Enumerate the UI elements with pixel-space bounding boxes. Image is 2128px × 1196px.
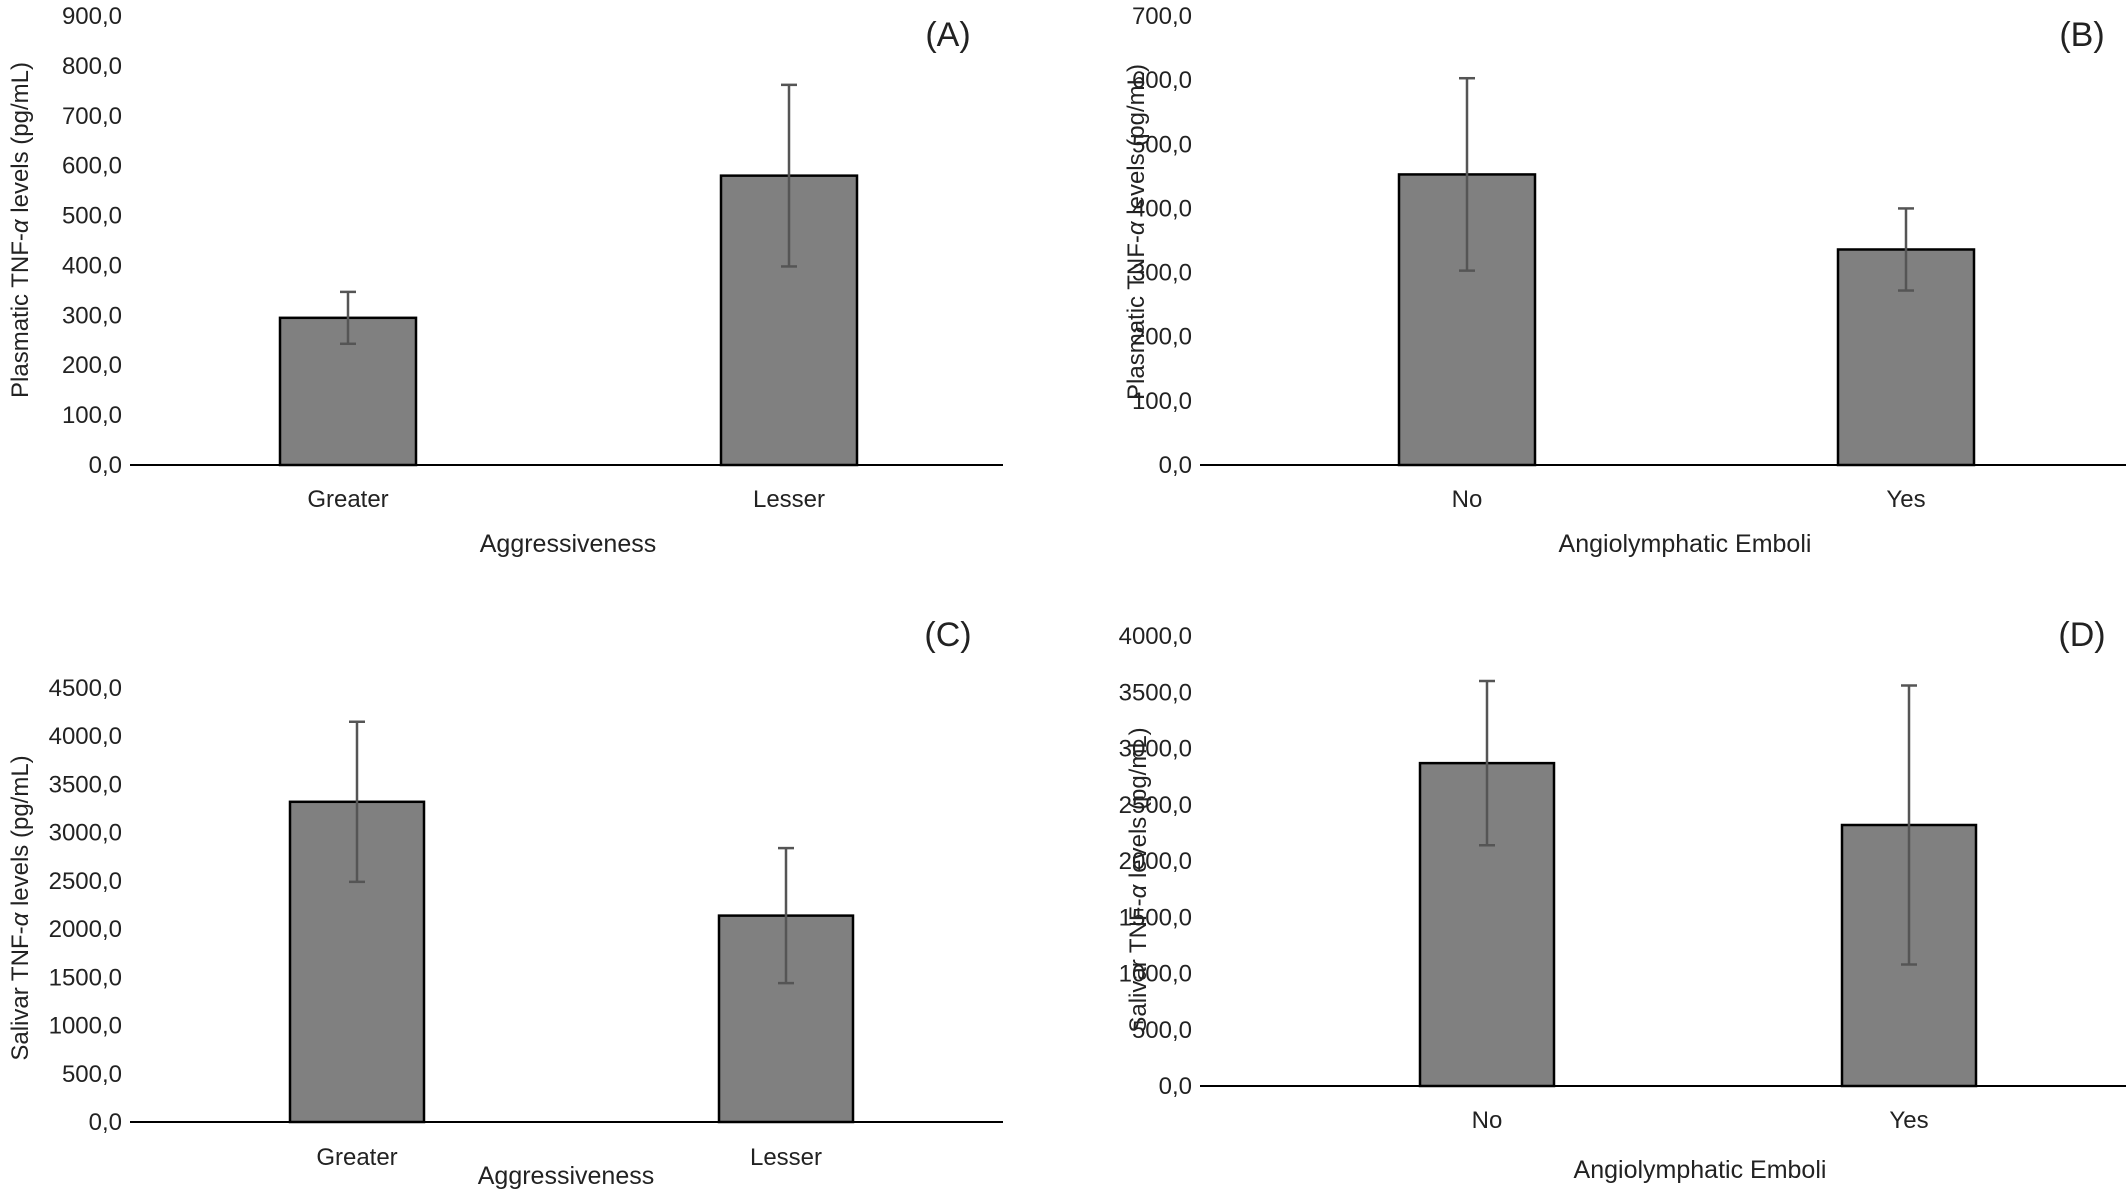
y-tick-label: 400,0 (1132, 195, 1192, 222)
x-axis-label: Angiolymphatic Emboli (1559, 530, 1812, 558)
y-tick-label: 3000,0 (49, 820, 122, 847)
y-tick-label: 2500,0 (1119, 792, 1192, 819)
y-tick-label: 800,0 (62, 53, 122, 80)
y-axis-label: Plasmatic TNF-α levels (pg/mL) (1123, 64, 1150, 400)
y-tick-label: 500,0 (1132, 131, 1192, 158)
y-tick-label: 600,0 (1132, 67, 1192, 94)
x-tick-label: Yes (1889, 1107, 1928, 1134)
y-tick-label: 3500,0 (1119, 679, 1192, 706)
x-tick-label: Greater (307, 486, 388, 513)
x-tick-label: No (1472, 1107, 1503, 1134)
y-tick-label: 100,0 (62, 402, 122, 429)
x-axis-label: Aggressiveness (478, 1162, 654, 1190)
y-tick-label: 200,0 (1132, 324, 1192, 351)
plot-area: 0,0 500,0 1000,0 1500,0 2000,0 2500,0 3000,0 35… (1119, 623, 2126, 1134)
x-axis-label: Angiolymphatic Emboli (1574, 1156, 1827, 1184)
y-tick-label: 500,0 (62, 203, 122, 230)
y-tick-label: 500,0 (1132, 1017, 1192, 1044)
y-axis-label: Salivar TNF-α levels (pg/mL) (1125, 727, 1152, 1032)
y-tick-label: 2000,0 (49, 916, 122, 943)
x-tick-label: No (1452, 486, 1483, 513)
panel-label: (C) (924, 616, 971, 654)
y-tick-label: 1500,0 (49, 964, 122, 991)
y-tick-label: 0,0 (1159, 1073, 1192, 1100)
y-tick-label: 4000,0 (1119, 623, 1192, 650)
y-tick-label: 600,0 (62, 153, 122, 180)
y-tick-label: 4500,0 (49, 675, 122, 702)
y-tick-label: 900,0 (62, 3, 122, 30)
y-tick-label: 3000,0 (1119, 736, 1192, 763)
y-tick-label: 1500,0 (1119, 904, 1192, 931)
chart-panel-b: (B) Plasmatic TNF-α levels (pg/mL) Angio… (1123, 3, 2126, 558)
y-tick-label: 700,0 (62, 103, 122, 130)
panel-label: (D) (2058, 616, 2105, 654)
panel-label: (B) (2059, 16, 2104, 54)
chart-panel-a: (A) Plasmatic TNF-α levels (pg/mL) Aggre… (7, 3, 1003, 558)
x-tick-label: Yes (1886, 486, 1925, 513)
y-tick-label: 3500,0 (49, 771, 122, 798)
x-tick-label: Greater (316, 1144, 397, 1171)
y-tick-label: 700,0 (1132, 3, 1192, 30)
x-axis-label: Aggressiveness (480, 530, 656, 558)
y-tick-label: 2500,0 (49, 868, 122, 895)
x-tick-label: Lesser (753, 486, 825, 513)
y-tick-label: 0,0 (89, 1109, 122, 1136)
plot-area: 0,0 100,0 200,0 300,0 400,0 500,0 600,0 700,0 80… (62, 3, 1003, 513)
y-tick-label: 2000,0 (1119, 848, 1192, 875)
y-tick-label: 400,0 (62, 252, 122, 279)
panel-label: (A) (925, 16, 970, 54)
chart-panel-d: (D) Salivar TNF-α levels (pg/mL) Angioly… (1119, 616, 2126, 1184)
y-tick-label: 200,0 (62, 352, 122, 379)
x-tick-label: Lesser (750, 1144, 822, 1171)
chart-panel-c: (C) Salivar TNF-α levels (pg/mL) Aggress… (7, 616, 1003, 1190)
y-tick-label: 4000,0 (49, 723, 122, 750)
y-axis-label: Plasmatic TNF-α levels (pg/mL) (7, 62, 34, 398)
y-tick-label: 500,0 (62, 1061, 122, 1088)
y-tick-label: 300,0 (62, 302, 122, 329)
y-tick-label: 100,0 (1132, 388, 1192, 415)
y-tick-label: 1000,0 (49, 1013, 122, 1040)
y-tick-label: 300,0 (1132, 260, 1192, 287)
plot-area: 0,0 100,0 200,0 300,0 400,0 500,0 600,0 700,0 No… (1132, 3, 2126, 513)
y-tick-label: 0,0 (89, 452, 122, 479)
y-axis-label: Salivar TNF-α levels (pg/mL) (7, 755, 34, 1060)
y-tick-label: 1000,0 (1119, 961, 1192, 988)
y-tick-label: 0,0 (1159, 452, 1192, 479)
plot-area: 0,0 500,0 1000,0 1500,0 2000,0 2500,0 3000,0 35… (49, 675, 1003, 1171)
